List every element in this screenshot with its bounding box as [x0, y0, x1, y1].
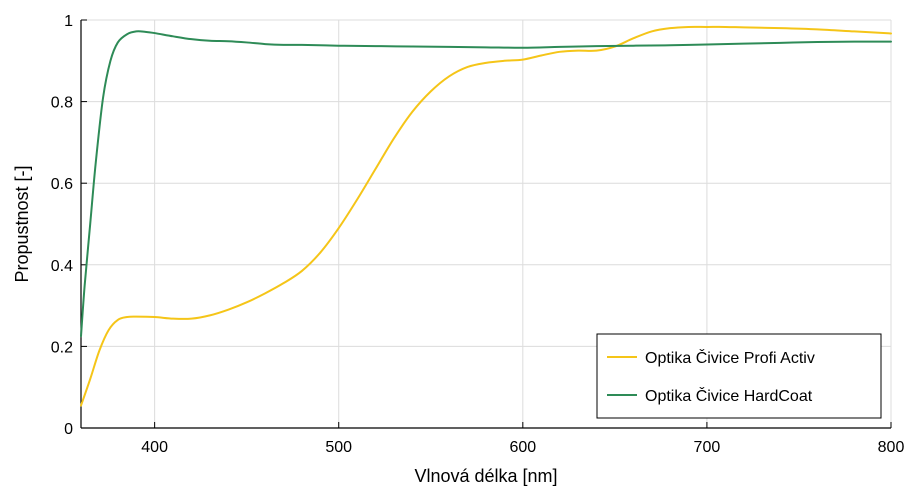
- y-tick-label: 1: [64, 13, 73, 30]
- series-line-profi-activ: [80, 25, 892, 407]
- y-tick-label: 0.6: [51, 176, 73, 193]
- x-tick-label: 700: [694, 439, 721, 456]
- y-tick-label: 0.2: [51, 339, 73, 356]
- y-tick-label: 0.8: [51, 95, 73, 112]
- x-tick-label: 400: [141, 439, 168, 456]
- y-tick-label: 0.4: [51, 258, 73, 275]
- legend-box: [596, 333, 882, 419]
- x-tick-label: 600: [509, 439, 536, 456]
- x-tick-label: 500: [325, 439, 352, 456]
- tick-labels: 400 500 600 700 800 0 0.2 0.4 0.6 0.8 1: [51, 13, 905, 456]
- x-tick-label: 800: [878, 439, 905, 456]
- y-axis-label: Propustnost [-]: [12, 165, 32, 282]
- legend-entry-profi-activ: Optika Čivice Profi Activ: [645, 348, 815, 367]
- legend: Optika Čivice Profi Activ Optika Čivice …: [596, 333, 882, 419]
- x-axis-label: Vlnová délka [nm]: [414, 466, 557, 486]
- series-lines: [80, 25, 892, 407]
- legend-entry-hardcoat: Optika Čivice HardCoat: [645, 386, 813, 405]
- series-line-hardcoat: [80, 30, 892, 338]
- axes: [80, 19, 892, 429]
- y-tick-label: 0: [64, 421, 73, 438]
